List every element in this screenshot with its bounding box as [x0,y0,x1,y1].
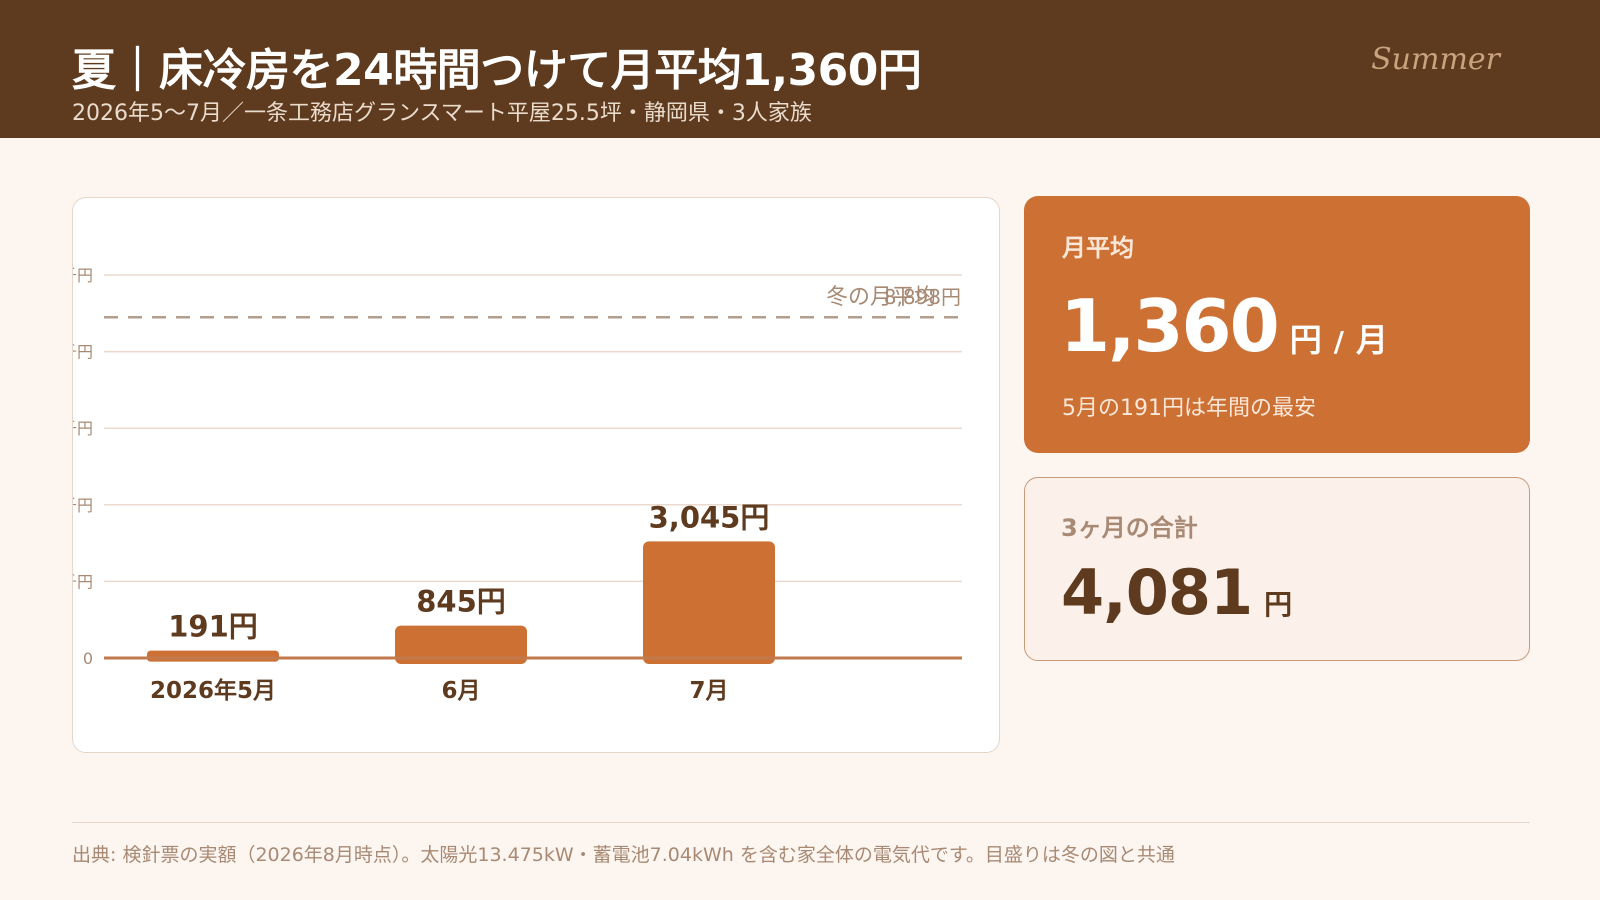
monthly-average-per: 月 [1356,321,1389,359]
monthly-average-slash: / [1333,325,1344,358]
y-tick-label: 0 [83,649,93,668]
bar [147,650,279,662]
y-tick-label: 10千円 [73,266,93,285]
three-month-total-card: 3ヶ月の合計 4,081 円 [1024,477,1530,661]
bar [643,541,775,664]
y-tick-label: 8千円 [73,343,93,362]
total-unit: 円 [1264,588,1293,621]
reference-line-label: 冬の月平均 [826,285,936,310]
y-tick-label: 4千円 [73,496,93,515]
monthly-average-card: 月平均 1,360 円 / 月 5月の191円は年間の最安 [1024,196,1530,453]
monthly-average-label: 月平均 [1062,234,1134,262]
page-subtitle: 2026年5〜7月／一条工務店グランスマート平屋25.5坪・静岡県・3人家族 [72,101,812,126]
bar [395,625,527,664]
monthly-average-unit: 円 [1289,321,1322,359]
page-title: 夏｜床冷房を24時間つけて月平均1,360円 [72,45,922,96]
chart-card: 0 2千円 4千円 6千円 8千円 10千円冬の月平均8,898円 191円 2026年5月 8… [72,197,1000,753]
total-value: 4,081 [1061,556,1253,629]
season-label: Summer [1371,42,1500,77]
y-tick-label: 6千円 [73,419,93,438]
source-note: 出典: 検針票の実額（2026年8月時点）。太陽光13.475kW・蓄電池7.0… [72,844,1175,866]
y-tick-label: 2千円 [73,572,93,591]
footer-divider [72,822,1530,823]
total-value-row: 4,081 円 [1061,556,1292,629]
monthly-average-value: 1,360 [1060,284,1280,368]
x-category-label: 6月 [441,678,480,704]
header-bar: 夏｜床冷房を24時間つけて月平均1,360円 2026年5〜7月／一条工務店グラ… [0,0,1600,138]
bar-data-label: 845円 [416,585,506,619]
x-category-label: 7月 [689,678,728,704]
total-label: 3ヶ月の合計 [1061,514,1198,542]
bar-chart: 0 2千円 4千円 6千円 8千円 10千円冬の月平均8,898円 191円 2026年5月 8… [73,266,962,704]
bar-data-label: 191円 [168,610,258,644]
x-category-label: 2026年5月 [150,677,276,704]
monthly-average-note: 5月の191円は年間の最安 [1062,396,1316,421]
reference-line-value: 8,898円 [884,285,961,309]
monthly-average-value-row: 1,360 円 / 月 [1060,284,1388,368]
bar-data-label: 3,045円 [649,500,770,534]
